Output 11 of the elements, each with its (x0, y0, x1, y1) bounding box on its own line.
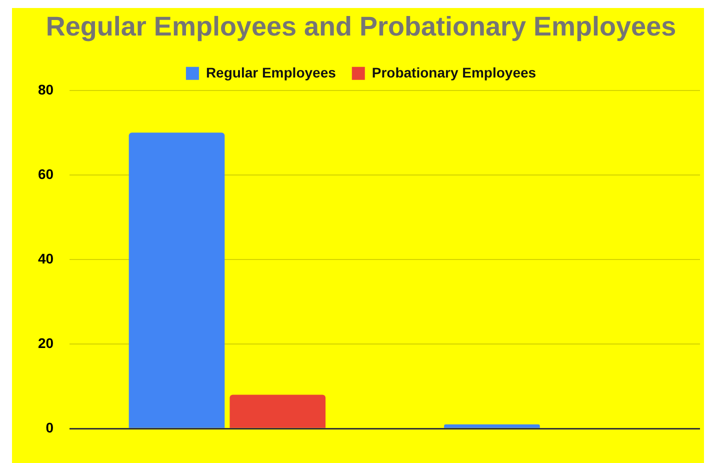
y-tick-label: 0 (46, 419, 54, 436)
bar (230, 394, 326, 428)
bar (444, 424, 540, 428)
y-tick-label: 40 (38, 250, 54, 266)
legend-label: Regular Employees (206, 64, 336, 80)
legend-label: Probationary Employees (372, 64, 536, 80)
chart-title: Regular Employees and Probationary Employees (46, 12, 676, 42)
y-tick-label: 20 (38, 334, 54, 351)
bar (128, 132, 225, 428)
y-tick-label: 60 (38, 166, 54, 182)
y-tick-label: 80 (38, 81, 54, 98)
